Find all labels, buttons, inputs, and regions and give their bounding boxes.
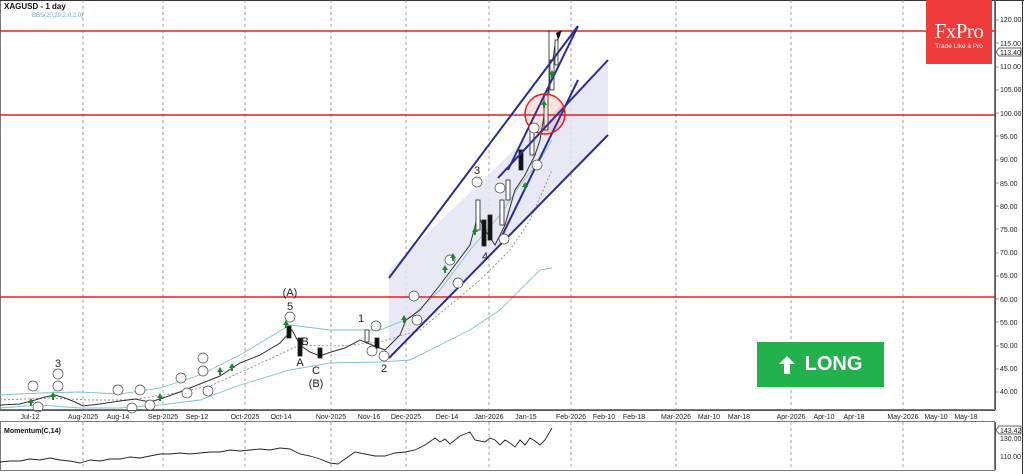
momentum-label: Momentum(C,14)	[4, 428, 61, 435]
svg-text:90.00: 90.00	[1000, 157, 1018, 164]
svg-text:65.00: 65.00	[1000, 273, 1018, 280]
arrow-up-icon	[778, 355, 795, 374]
svg-text:100.00: 100.00	[1000, 111, 1022, 118]
svg-text:Mar-18: Mar-18	[728, 414, 750, 421]
svg-text:May-10: May-10	[924, 414, 947, 421]
svg-text:105.00: 105.00	[1000, 87, 1022, 94]
svg-text:May-2026: May-2026	[887, 414, 918, 421]
indicator-label: BBS(20,20,2.0,2.0)	[32, 13, 84, 19]
svg-text:113.40: 113.40	[1000, 50, 1021, 57]
svg-text:85.00: 85.00	[1000, 181, 1018, 188]
wave-labels: 3 (A) 5 B A C (B) 1 2 3 4	[55, 165, 488, 390]
svg-text:110.00: 110.00	[1000, 64, 1021, 71]
svg-text:130.00: 130.00	[1000, 436, 1022, 443]
svg-text:45.00: 45.00	[1000, 366, 1018, 373]
main-channel-lower	[388, 134, 609, 359]
svg-text:Feb-18: Feb-18	[623, 414, 645, 421]
svg-text:3: 3	[474, 165, 480, 177]
svg-text:C: C	[312, 365, 320, 377]
svg-text:95.00: 95.00	[1000, 134, 1018, 141]
main-channel-fill	[389, 60, 608, 355]
svg-text:B: B	[301, 336, 308, 348]
momentum-panel-frame	[0, 421, 995, 471]
svg-text:Sep-12: Sep-12	[186, 414, 209, 421]
svg-text:2: 2	[381, 363, 387, 375]
svg-text:Dec-2025: Dec-2025	[391, 414, 421, 421]
svg-text:Mar-2026: Mar-2026	[661, 414, 691, 421]
svg-text:Dec-14: Dec-14	[436, 414, 459, 421]
svg-text:5: 5	[287, 301, 293, 313]
svg-text:A: A	[296, 357, 304, 369]
svg-text:(B): (B)	[309, 378, 324, 390]
svg-text:115.00: 115.00	[1000, 41, 1021, 48]
momentum-current-marker	[995, 425, 1022, 435]
svg-text:(A): (A)	[283, 287, 298, 299]
wave-circles	[27, 122, 543, 414]
date-axis: Jul-12 Aug-2025 Aug-14 Sep-2025 Sep-12 O…	[0, 410, 995, 421]
bollinger-bands	[0, 139, 553, 409]
svg-text:40.00: 40.00	[1000, 389, 1018, 396]
svg-text:110.00: 110.00	[1000, 454, 1021, 461]
main-channel-upper	[388, 25, 579, 279]
chart-title: XAGUSD - 1 day	[4, 2, 66, 11]
svg-text:Feb-2026: Feb-2026	[556, 414, 586, 421]
svg-text:1: 1	[358, 313, 364, 325]
svg-text:60.00: 60.00	[1000, 297, 1018, 304]
svg-text:Aug-14: Aug-14	[107, 414, 130, 421]
svg-text:Feb-10: Feb-10	[593, 414, 615, 421]
signal-label: LONG	[804, 353, 863, 375]
svg-text:4: 4	[482, 251, 488, 263]
svg-text:Oct-14: Oct-14	[270, 414, 291, 421]
current-price-marker	[995, 47, 1022, 57]
mid-channel	[497, 59, 609, 179]
svg-text:Nov-2025: Nov-2025	[316, 414, 346, 421]
svg-text:Jan-15: Jan-15	[515, 414, 537, 421]
svg-text:Mar-10: Mar-10	[698, 414, 720, 421]
buy-signal-arrows	[28, 70, 555, 406]
target-arrow-icon	[556, 30, 562, 40]
momentum-line	[0, 427, 553, 465]
svg-text:May-18: May-18	[954, 414, 977, 421]
svg-text:50.00: 50.00	[1000, 343, 1018, 350]
long-signal-badge: LONG	[757, 342, 884, 387]
svg-text:70.00: 70.00	[1000, 250, 1018, 257]
svg-text:Apr-18: Apr-18	[843, 414, 864, 421]
trend-channels	[388, 25, 609, 359]
svg-text:80.00: 80.00	[1000, 204, 1018, 211]
svg-text:Aug-2025: Aug-2025	[68, 414, 98, 421]
svg-text:Apr-10: Apr-10	[813, 414, 834, 421]
inner-channel-lower	[499, 79, 579, 241]
svg-text:120.00: 120.00	[1000, 17, 1022, 24]
svg-text:55.00: 55.00	[1000, 320, 1018, 327]
price-axis: 120.00 115.00 110.00 105.00 100.00 95.00…	[995, 0, 1022, 410]
fxpro-logo: FxPro Trade Like a Pro	[926, 0, 992, 64]
svg-text:Sep-2025: Sep-2025	[148, 414, 178, 421]
svg-text:3: 3	[55, 358, 61, 370]
svg-text:Nov-16: Nov-16	[358, 414, 381, 421]
logo-tagline: Trade Like a Pro	[935, 43, 983, 50]
logo-brand: FxPro	[934, 19, 984, 43]
svg-text:Oct-2025: Oct-2025	[231, 414, 260, 421]
svg-text:Jul-12: Jul-12	[20, 414, 39, 421]
svg-text:75.00: 75.00	[1000, 227, 1018, 234]
horizontal-levels	[0, 30, 995, 298]
svg-text:Jan-2026: Jan-2026	[474, 414, 503, 421]
svg-text:Apr-2026: Apr-2026	[777, 414, 806, 421]
momentum-axis: 143.42 130.00 110.00	[995, 422, 1022, 470]
inner-channel-upper	[507, 25, 579, 171]
svg-text:143.42: 143.42	[1000, 428, 1022, 435]
